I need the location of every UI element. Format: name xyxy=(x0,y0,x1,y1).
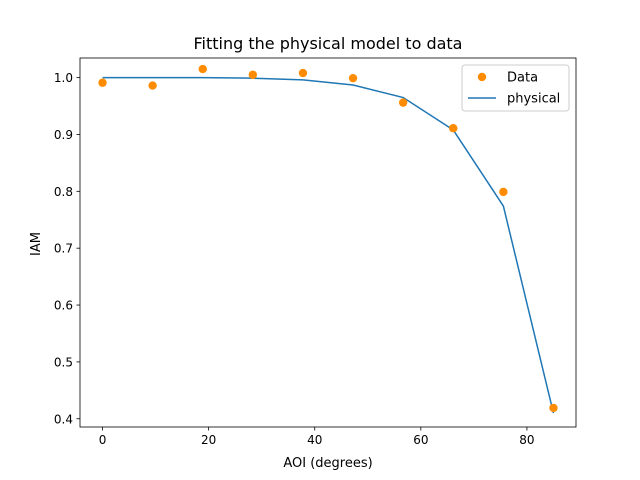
data-point xyxy=(348,73,358,83)
legend-marker-data xyxy=(477,72,487,82)
axes-frame xyxy=(79,57,577,428)
data-point xyxy=(449,124,458,133)
data-point xyxy=(148,81,157,90)
legend-label: physical xyxy=(507,92,560,107)
data-point xyxy=(198,64,207,74)
chart-title: Fitting the physical model to data xyxy=(194,34,463,53)
x-tick-label: 20 xyxy=(201,433,216,447)
data-point xyxy=(549,403,558,413)
y-tick-label: 0.7 xyxy=(54,242,73,256)
y-tick-label: 0.9 xyxy=(54,128,73,142)
y-tick-label: 0.5 xyxy=(54,355,73,369)
series-line-physical xyxy=(102,76,555,414)
data-point xyxy=(499,187,508,197)
x-tick-label: 60 xyxy=(413,433,428,447)
x-tick-label: 40 xyxy=(307,433,322,447)
y-tick-label: 0.4 xyxy=(54,412,73,426)
x-tick-label: 0 xyxy=(99,433,107,447)
legend: Data physical xyxy=(461,64,570,112)
legend-label: Data xyxy=(507,71,538,86)
data-point xyxy=(298,68,308,78)
y-tick-label: 0.6 xyxy=(54,299,73,313)
y-tick-label: 1.0 xyxy=(54,71,73,85)
y-tick-label: 0.8 xyxy=(54,185,73,199)
x-axis-label: AOI (degrees) xyxy=(283,456,372,471)
axes: 0 20 40 60 80 0.4 0.5 0.6 0.7 0.8 0.9 1.0 xyxy=(54,57,577,447)
x-tick-label: 80 xyxy=(519,433,534,447)
data-point xyxy=(98,78,107,87)
data-point xyxy=(398,98,408,107)
y-axis-label: IAM xyxy=(29,232,44,256)
plot-area xyxy=(98,64,558,414)
data-point xyxy=(248,70,258,79)
legend-box xyxy=(461,64,570,112)
